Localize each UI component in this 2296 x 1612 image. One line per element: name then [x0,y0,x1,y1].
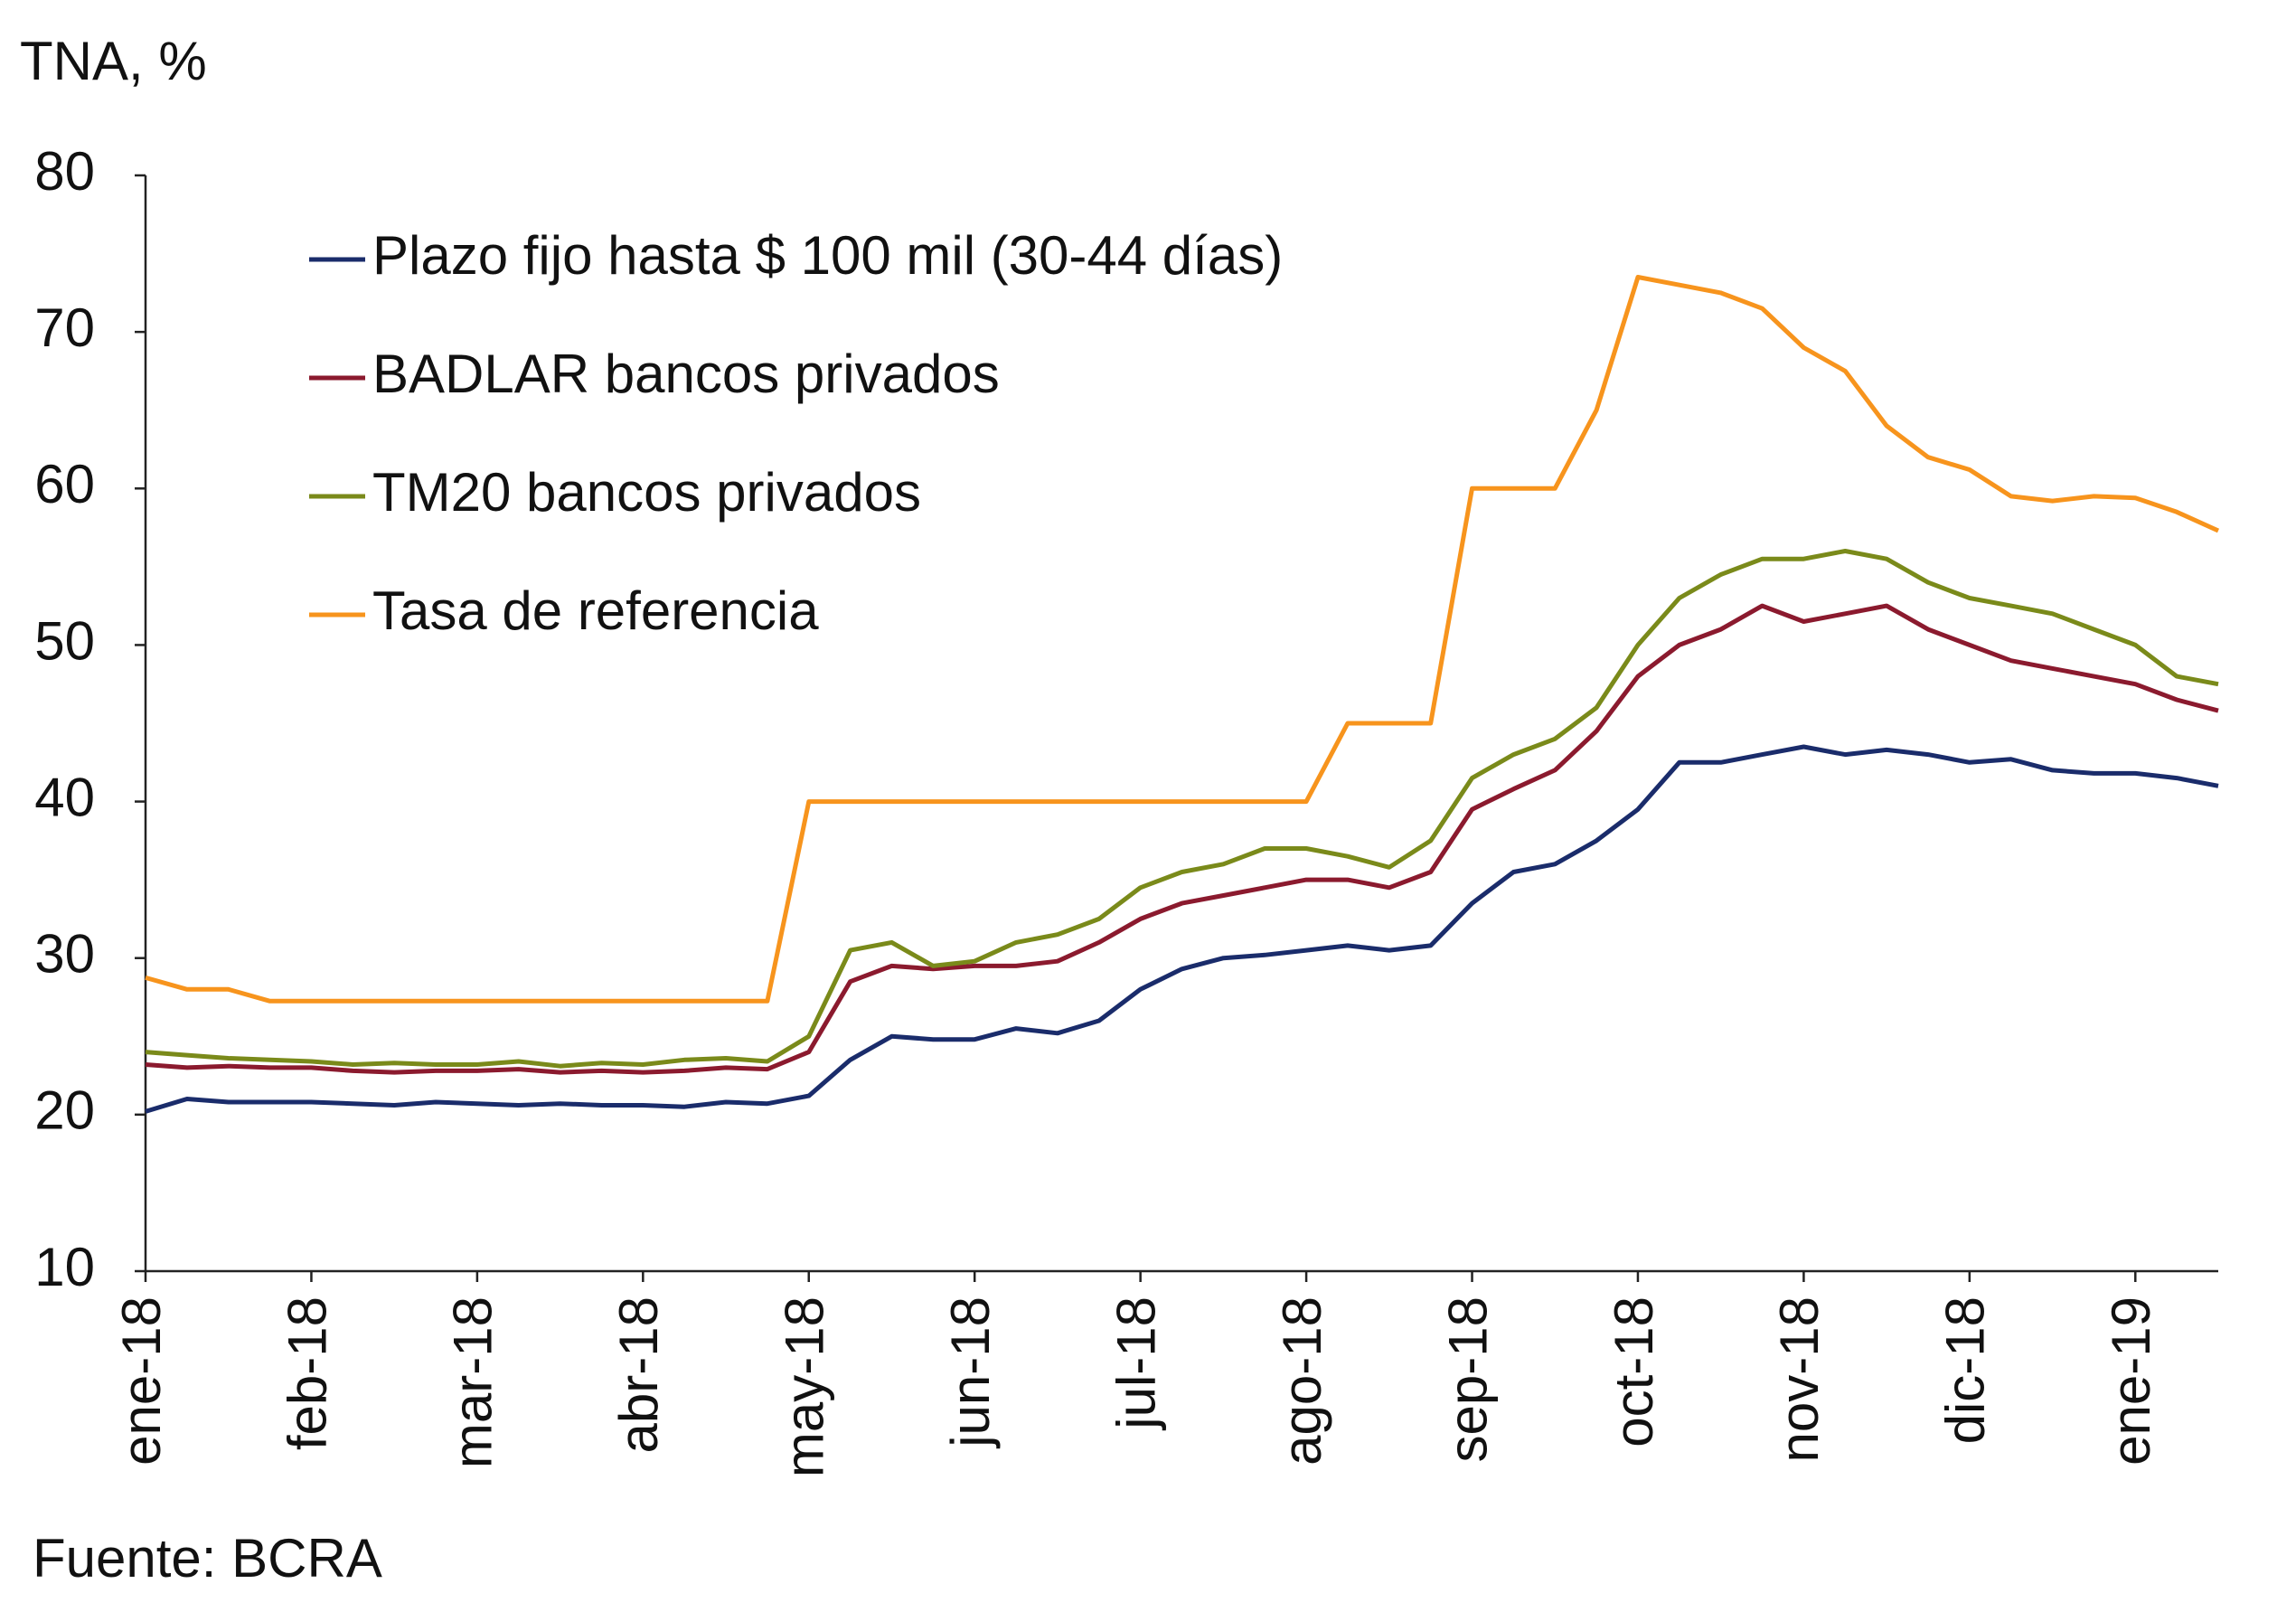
y-tick-label: 60 [34,454,95,514]
y-axis-label: TNA, % [20,31,207,91]
series-line [145,603,2219,1075]
series-line [145,275,2220,1004]
legend-label: BADLAR bancos privados [372,344,1000,404]
x-tick-label: feb-18 [277,1296,337,1450]
x-tick-label: nov-18 [1769,1296,1830,1462]
x-tick-label: dic-18 [1935,1296,1996,1444]
series-line [145,549,2219,1069]
series-line [145,744,2219,1114]
legend-label: Tasa de referencia [372,580,819,641]
y-tick-label: 30 [34,924,95,985]
y-tick-label: 10 [34,1237,95,1297]
x-tick-label: jul-18 [1106,1296,1166,1431]
x-tick-label: ene-18 [111,1296,172,1466]
x-tick-label: oct-18 [1604,1296,1664,1447]
y-tick-label: 70 [34,297,95,358]
legend-label: TM20 bancos privados [372,462,921,523]
x-tick-label: mar-18 [443,1296,503,1468]
x-tick-label: sep-18 [1437,1296,1498,1462]
legend-label: Plazo fijo hasta $ 100 mil (30-44 días) [372,225,1283,286]
x-tick-label: abr-18 [608,1296,669,1453]
x-tick-label: ago-18 [1272,1296,1332,1466]
x-tick-label: may-18 [775,1296,835,1477]
y-tick-label: 20 [34,1080,95,1141]
x-tick-label: jun-18 [940,1296,1001,1449]
y-tick-label: 50 [34,610,95,671]
y-tick-label: 80 [34,141,95,202]
y-tick-label: 40 [34,767,95,827]
source-note: Fuente: BCRA [33,1528,382,1588]
x-tick-label: ene-19 [2101,1296,2161,1466]
